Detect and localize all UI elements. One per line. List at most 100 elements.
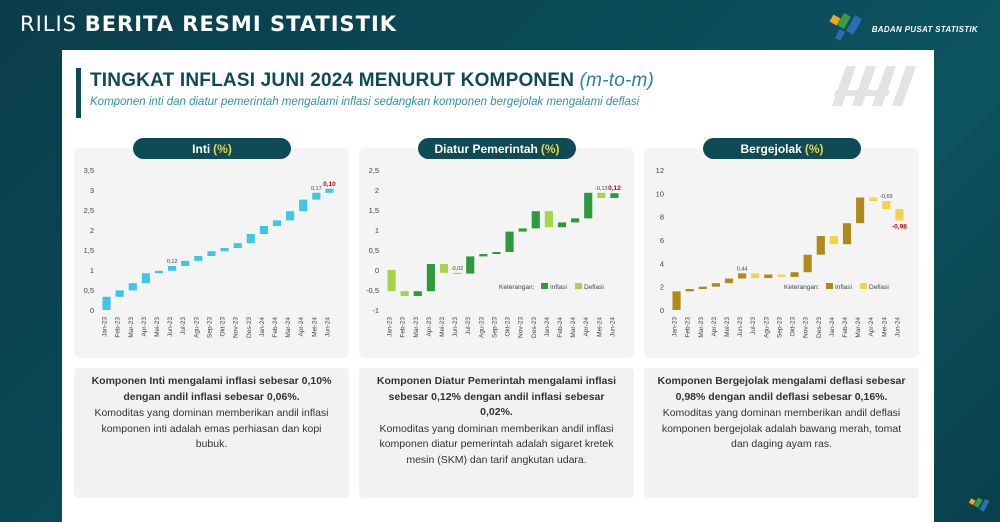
- y-tick-label: 1: [375, 226, 379, 235]
- y-tick-label: 3: [90, 186, 94, 195]
- waterfall-bar: [505, 231, 514, 252]
- y-tick-label: -1: [372, 306, 379, 315]
- waterfall-bar: [181, 260, 190, 266]
- data-label: 0,44: [737, 266, 748, 272]
- x-tick-label: Nov-23: [803, 317, 810, 338]
- waterfall-bar: [413, 291, 422, 296]
- waterfall-bar: [426, 264, 435, 292]
- waterfall-bar: [492, 252, 501, 254]
- x-tick-label: Nov-23: [518, 317, 525, 338]
- x-tick-label: Jun-23: [737, 317, 744, 337]
- data-label: -0,98: [892, 224, 907, 231]
- waterfall-bar: [856, 197, 865, 224]
- x-tick-label: Jan-23: [672, 317, 679, 337]
- x-tick-label: Feb-23: [115, 317, 122, 338]
- x-tick-label: Jan-23: [387, 317, 394, 337]
- header-prefix: RILIS: [20, 12, 78, 36]
- waterfall-bar: [531, 211, 540, 229]
- description-bold: Komponen Diatur Pemerintah mengalami inf…: [376, 375, 617, 418]
- panel-title-pct: (%): [540, 141, 560, 156]
- data-label: -0,13: [595, 186, 608, 192]
- waterfall-bar: [233, 243, 242, 248]
- bps-logo: BADAN PUSAT STATISTIK: [828, 12, 978, 46]
- waterfall-bar: [738, 273, 747, 279]
- panel-title-inti: Inti (%): [133, 138, 291, 159]
- waterfall-bar: [571, 218, 580, 223]
- x-tick-label: Mei-23: [724, 317, 731, 337]
- x-tick-label: Jan-24: [544, 317, 551, 337]
- waterfall-bar: [115, 290, 124, 297]
- x-tick-label: Okt-23: [505, 317, 512, 337]
- waterfall-bar: [207, 251, 216, 256]
- waterfall-bar: [764, 274, 773, 279]
- x-tick-label: Jun-23: [452, 317, 459, 337]
- data-label: -0,02: [451, 266, 464, 272]
- waterfall-bar: [272, 220, 282, 226]
- x-tick-label: Jun-23: [167, 317, 174, 337]
- panel-title-pct: (%): [213, 141, 232, 156]
- waterfall-bar: [842, 223, 852, 245]
- y-tick-label: 1,5: [369, 206, 379, 215]
- legend-swatch: [541, 283, 548, 289]
- legend-swatch: [826, 283, 833, 289]
- waterfall-bar: [803, 254, 812, 273]
- chart-diatur-pemerintah: -1 -0,5 0 0,5 1 1,5 2 2,5 Jan-23 Feb-23 Mar-23 Apr-…: [366, 166, 621, 338]
- x-tick-label: Agu-23: [763, 317, 770, 338]
- x-tick-label: Sep-23: [776, 317, 783, 338]
- x-tick-label: Mar-24: [570, 317, 577, 338]
- legend-label: Deflasi: [869, 284, 889, 291]
- waterfall-bar: [168, 266, 177, 271]
- waterfall-bar: [751, 273, 760, 279]
- x-tick-label: Mei-24: [311, 317, 318, 337]
- waterfall-bar: [544, 211, 553, 228]
- y-tick-label: 0: [660, 306, 664, 315]
- waterfall-bar: [259, 226, 268, 234]
- waterfall-bar: [584, 192, 593, 219]
- x-tick-label: Okt-23: [790, 317, 797, 337]
- waterfall-bar: [557, 222, 567, 228]
- data-label: 0,17: [311, 186, 322, 192]
- x-tick-label: Des-23: [816, 317, 823, 338]
- x-tick-label: Feb-24: [842, 317, 849, 338]
- y-tick-label: 0,5: [369, 246, 379, 255]
- y-tick-label: 12: [656, 166, 664, 175]
- waterfall-bar: [869, 197, 878, 202]
- description-text: Komoditas yang dominan memberikan andil …: [94, 407, 329, 450]
- waterfall-bar: [895, 209, 904, 221]
- x-tick-label: Jun-24: [894, 317, 901, 337]
- waterfall-bar: [882, 201, 891, 210]
- x-tick-label: Jul-23: [750, 317, 757, 335]
- slide-title: TINGKAT INFLASI JUNI 2024 MENURUT KOMPON…: [90, 70, 654, 92]
- panel-title-bergejolak: Bergejolak (%): [703, 138, 861, 159]
- x-tick-label: Mar-23: [698, 317, 705, 338]
- waterfall-bar: [400, 291, 409, 296]
- x-tick-label: Jun-24: [609, 317, 616, 337]
- waterfall-bar: [141, 273, 150, 284]
- description-bold: Komponen Inti mengalami inflasi sebesar …: [91, 375, 332, 403]
- slide-title-paren: (m-to-m): [579, 70, 655, 91]
- x-tick-label: Agu-23: [478, 317, 485, 338]
- waterfall-bar: [154, 270, 164, 274]
- chart-card-bergejolak: [644, 148, 919, 358]
- x-tick-label: Feb-23: [685, 317, 692, 338]
- x-tick-label: Apr-24: [298, 317, 305, 337]
- legend-swatch: [860, 283, 867, 289]
- x-tick-label: Mar-23: [128, 317, 135, 338]
- bps-logo-icon: [829, 12, 862, 41]
- bps-logo-text: BADAN PUSAT STATISTIK: [871, 24, 978, 34]
- description-inti: Komponen Inti mengalami inflasi sebesar …: [74, 368, 349, 498]
- waterfall-bar: [711, 283, 720, 287]
- waterfall-bar: [698, 286, 707, 289]
- legend-swatch: [575, 283, 582, 289]
- top-header: RILIS BERITA RESMI STATISTIK: [20, 12, 397, 36]
- legend-label: Inflasi: [835, 284, 852, 291]
- waterfall-bar: [685, 289, 694, 292]
- panel-title-label: Inti: [192, 141, 211, 156]
- legend-title: Keterangan:: [784, 284, 820, 291]
- x-tick-label: Mei-24: [596, 317, 603, 337]
- header-main: BERITA RESMI STATISTIK: [84, 12, 398, 36]
- waterfall-bar: [597, 192, 606, 198]
- x-tick-label: Sep-23: [491, 317, 498, 338]
- waterfall-bar: [724, 278, 734, 284]
- y-tick-label: 10: [656, 189, 664, 198]
